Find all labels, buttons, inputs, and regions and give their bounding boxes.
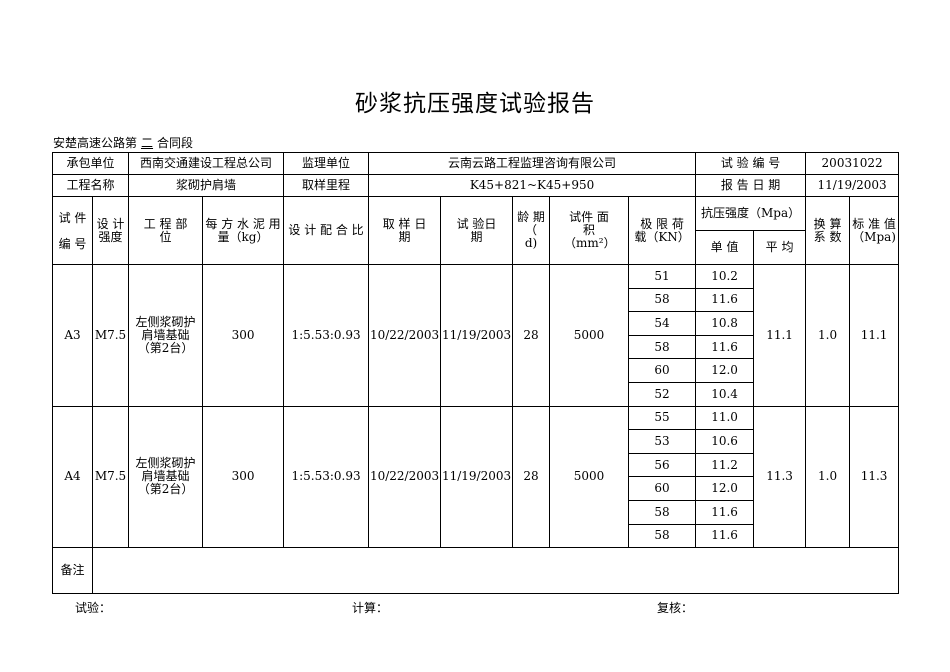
single-strength: 10.8 xyxy=(695,311,755,336)
single-strength: 10.2 xyxy=(695,264,755,289)
header-design-strength: 设 计 强度 xyxy=(91,196,130,265)
conversion-factor: 1.0 xyxy=(805,264,851,407)
header-single: 单 值 xyxy=(695,230,755,265)
report-date: 11/19/2003 xyxy=(805,174,900,197)
specimen-area: 5000 xyxy=(549,264,630,407)
table-row: 56 11.2 xyxy=(53,452,899,478)
sample-date: 10/22/2003 xyxy=(368,405,442,549)
mileage-label: 取样里程 xyxy=(283,174,370,197)
table-row: 53 10.6 xyxy=(53,429,899,454)
mix-ratio: 1:5.53:0.93 xyxy=(283,405,370,549)
specimen-id: A3 xyxy=(52,264,93,407)
age-days: 28 xyxy=(512,405,551,549)
table-row: 54 10.8 xyxy=(53,311,899,336)
single-strength: 11.0 xyxy=(695,405,755,431)
conversion-factor: 1.0 xyxy=(805,405,851,549)
average-strength: 11.3 xyxy=(753,405,807,549)
header-test-date: 试 验日 期 xyxy=(440,196,514,265)
header-sample-date: 取 样 日 期 xyxy=(368,196,442,265)
mix-ratio: 1:5.53:0.93 xyxy=(283,264,370,407)
header-std: 标 准 值（Mpa) xyxy=(849,196,900,265)
project-part: 左侧浆砌护肩墙基础（第2台） xyxy=(128,264,204,407)
footer-calc: 计算： xyxy=(352,601,389,615)
average-strength: 11.1 xyxy=(753,264,807,407)
header-part: 工 程 部 位 xyxy=(128,196,204,265)
single-strength: 11.6 xyxy=(695,523,755,549)
ultimate-load: 58 xyxy=(628,287,697,313)
supervisor-label: 监理单位 xyxy=(283,152,370,175)
report-title: 砂浆抗压强度试验报告 xyxy=(355,91,595,117)
specimen-area: 5000 xyxy=(549,405,630,549)
table-row: 58 11.6 xyxy=(53,287,899,313)
ultimate-load: 53 xyxy=(628,429,697,454)
report-table: 承包单位 西南交通建设工程总公司 监理单位 云南云路工程监理咨询有限公司 试 验… xyxy=(51,152,900,595)
standard-value: 11.3 xyxy=(849,405,900,549)
header-specimen-no: 试 件 编 号 xyxy=(52,196,93,265)
ultimate-load: 52 xyxy=(628,381,697,407)
single-strength: 12.0 xyxy=(695,476,755,501)
single-strength: 10.4 xyxy=(695,381,755,407)
test-no: 20031022 xyxy=(805,152,900,175)
cement-amount: 300 xyxy=(202,264,285,407)
standard-value: 11.1 xyxy=(849,264,900,407)
header-cement: 每 方 水 泥 用 量（kg） xyxy=(202,196,285,265)
remark-content xyxy=(91,547,900,595)
test-date: 11/19/2003 xyxy=(440,264,514,407)
subtitle-prefix: 安楚高速公路第 xyxy=(53,136,138,150)
design-grade: M7.5 xyxy=(91,405,130,549)
remark-label: 备注 xyxy=(52,547,93,595)
footer-review: 复核： xyxy=(657,601,694,615)
report-date-label: 报 告 日 期 xyxy=(695,174,807,197)
test-date: 11/19/2003 xyxy=(440,405,514,549)
table-row: A3 M7.5 左侧浆砌护肩墙基础（第2台） 300 1:5.53:0.93 10/22/… xyxy=(52,264,900,407)
ultimate-load: 60 xyxy=(628,476,697,501)
header-factor: 换 算 系 数 xyxy=(805,196,851,265)
single-strength: 11.6 xyxy=(695,287,755,313)
table-row: A4 M7.5 左侧浆砌护肩墙基础（第2台） 300 1:5.53:0.93 10/22/… xyxy=(52,405,900,549)
table-row: 60 12.0 xyxy=(53,358,899,383)
single-strength: 12.0 xyxy=(695,358,755,383)
supervisor: 云南云路工程监理咨询有限公司 xyxy=(368,152,697,175)
header-area: 试件 面积（mm²） xyxy=(549,196,630,265)
ultimate-load: 54 xyxy=(628,311,697,336)
single-strength: 10.6 xyxy=(695,429,755,454)
table-row: 60 12.0 xyxy=(53,476,899,501)
contract-section: 安楚高速公路第二合同段 xyxy=(53,134,193,151)
section-number: 二 xyxy=(141,136,154,150)
table-row: 58 11.6 xyxy=(53,334,899,360)
test-no-label: 试 验 编 号 xyxy=(695,152,807,175)
table-row: 52 10.4 xyxy=(53,381,899,407)
design-grade: M7.5 xyxy=(91,264,130,407)
single-strength: 11.6 xyxy=(695,499,755,525)
contractor: 西南交通建设工程总公司 xyxy=(128,152,285,175)
ultimate-load: 58 xyxy=(628,334,697,360)
subtitle-suffix: 合同段 xyxy=(157,136,194,150)
ultimate-load: 56 xyxy=(628,452,697,478)
ultimate-load: 58 xyxy=(628,523,697,549)
single-strength: 11.2 xyxy=(695,452,755,478)
contractor-label: 承包单位 xyxy=(51,152,130,175)
mileage: K45+821~K45+950 xyxy=(368,174,697,197)
project: 浆砌护肩墙 xyxy=(128,174,285,197)
header-strength: 抗压强度（Mpa） xyxy=(695,196,807,231)
project-label: 工程名称 xyxy=(51,174,130,197)
single-strength: 11.6 xyxy=(695,334,755,360)
ultimate-load: 58 xyxy=(628,499,697,525)
project-part: 左侧浆砌护肩墙基础（第2台） xyxy=(128,405,204,549)
table-row: 58 11.6 xyxy=(53,499,899,525)
sample-date: 10/22/2003 xyxy=(368,264,442,407)
header-age: 龄 期（ d) xyxy=(512,196,551,265)
specimen-id: A4 xyxy=(52,405,93,549)
ultimate-load: 51 xyxy=(628,264,697,289)
footer-test: 试验： xyxy=(75,601,112,615)
header-mix: 设 计 配 合 比 xyxy=(283,196,370,265)
age-days: 28 xyxy=(512,264,551,407)
header-load: 极 限 荷 载（KN） xyxy=(628,196,697,265)
ultimate-load: 55 xyxy=(628,405,697,431)
cement-amount: 300 xyxy=(202,405,285,549)
header-avg: 平 均 xyxy=(753,230,807,265)
ultimate-load: 60 xyxy=(628,358,697,383)
